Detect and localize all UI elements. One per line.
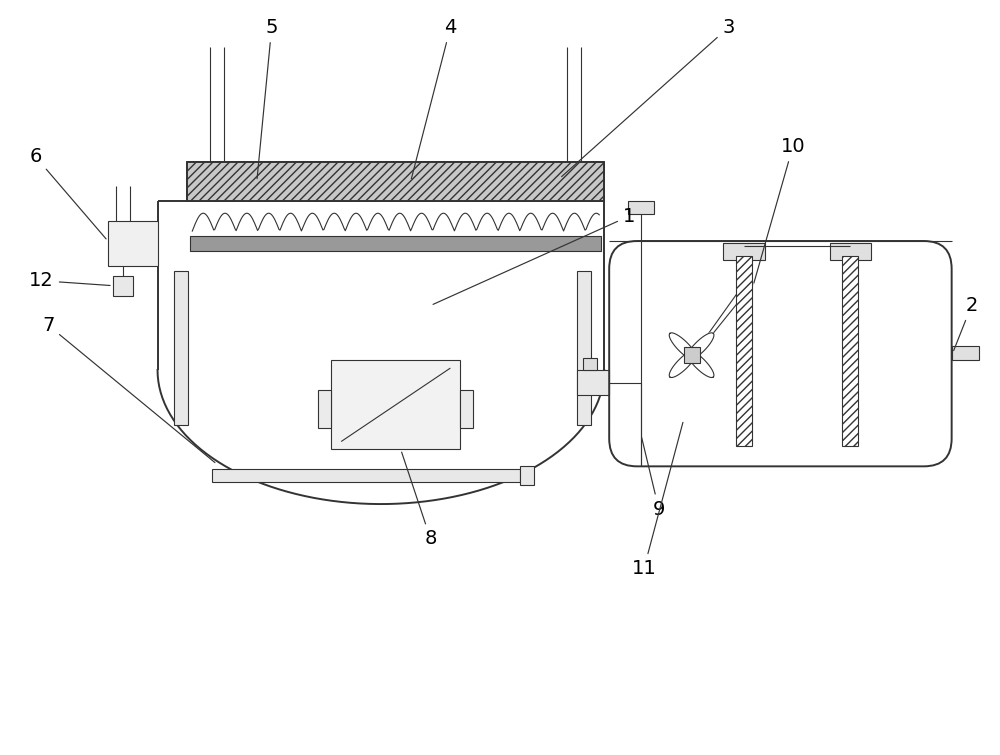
Bar [190, 236, 601, 251]
Bar [577, 370, 609, 395]
Bar [212, 470, 520, 482]
Text: 1: 1 [433, 207, 635, 304]
Text: 9: 9 [642, 437, 665, 519]
Circle shape [686, 350, 698, 361]
Text: 8: 8 [402, 452, 437, 548]
Text: 12: 12 [29, 271, 110, 290]
Bar [583, 358, 597, 370]
Bar [736, 256, 752, 446]
Text: 6: 6 [29, 147, 106, 239]
Polygon shape [686, 333, 714, 361]
Text: 11: 11 [632, 422, 683, 578]
Bar [318, 390, 331, 427]
Bar [952, 347, 979, 360]
Polygon shape [669, 333, 697, 361]
Text: 5: 5 [257, 18, 278, 179]
Bar [628, 202, 654, 214]
Bar [460, 390, 473, 427]
Bar [830, 243, 871, 260]
Text: 2: 2 [954, 296, 978, 350]
Text: 4: 4 [411, 18, 457, 179]
Bar [723, 243, 765, 260]
Polygon shape [669, 350, 697, 378]
Bar [174, 271, 188, 424]
Text: 3: 3 [562, 18, 734, 177]
Polygon shape [686, 350, 714, 378]
Text: 10: 10 [754, 137, 805, 283]
Bar [684, 347, 700, 363]
Bar [520, 467, 534, 485]
Bar [577, 271, 591, 424]
Bar [842, 256, 858, 446]
Bar [108, 221, 158, 266]
Bar [187, 162, 604, 202]
Bar [113, 276, 133, 296]
Text: 7: 7 [42, 316, 215, 463]
Bar [331, 360, 460, 449]
